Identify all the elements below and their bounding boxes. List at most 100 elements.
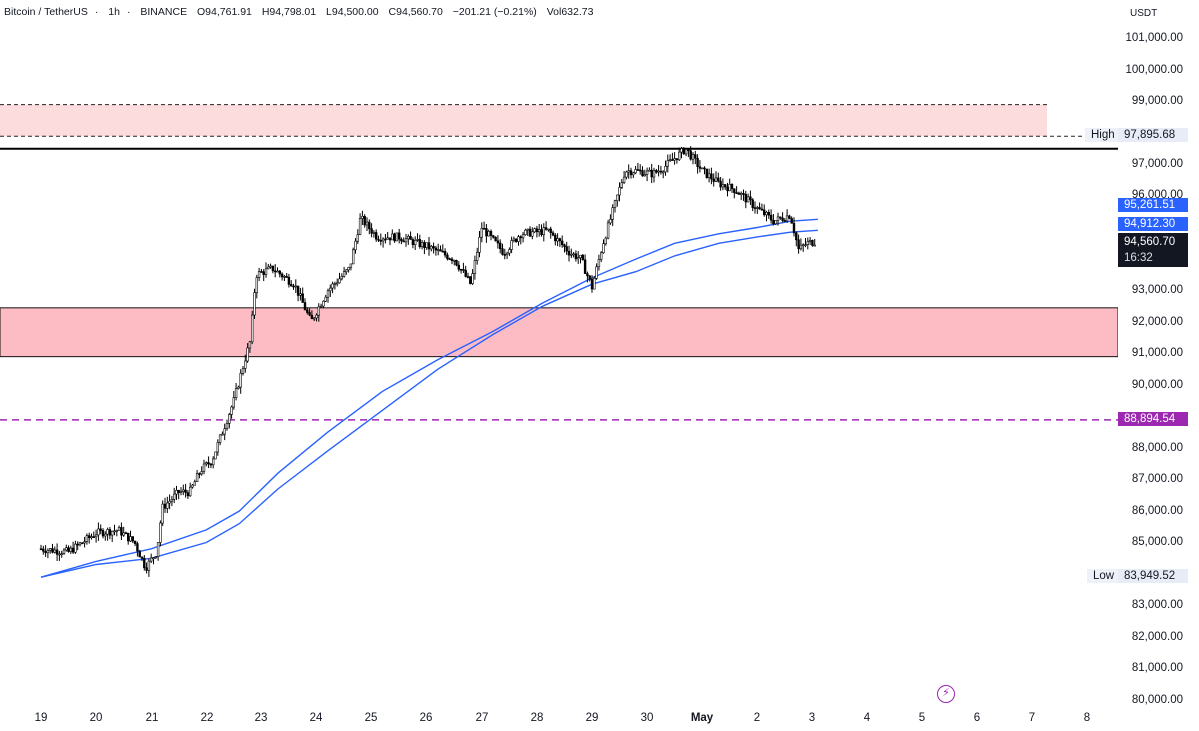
time-tick: 7	[1028, 712, 1036, 724]
candle-down	[310, 314, 314, 320]
candle-down	[749, 196, 752, 201]
candle-up	[322, 300, 325, 307]
candle-up	[239, 372, 242, 388]
candle-down	[769, 214, 773, 221]
candle-up	[356, 234, 359, 242]
time-tick: 25	[364, 712, 378, 724]
price-axis[interactable]: USDT 101,000.00 100,000.00 99,000.00 97,…	[1118, 0, 1199, 708]
time-tick: 3	[808, 712, 816, 724]
candle-up	[808, 240, 812, 242]
candle-up	[602, 243, 605, 253]
legend-interval[interactable]: 1h	[108, 6, 120, 18]
candle-up	[517, 236, 520, 242]
candle-down	[296, 285, 300, 296]
candle-down	[71, 547, 75, 553]
candle-down	[758, 207, 761, 210]
candle-up	[801, 244, 805, 247]
ma-fast-line	[40, 218, 818, 578]
candle-down	[717, 177, 720, 182]
candle-up	[218, 434, 222, 443]
candle-down	[133, 540, 137, 544]
price-chart[interactable]	[0, 0, 1119, 708]
candle-up	[673, 158, 676, 161]
candle-down	[101, 530, 105, 537]
candle-down	[287, 276, 291, 285]
candle-up	[212, 458, 215, 466]
candle-up	[113, 530, 116, 533]
candle-down	[586, 273, 589, 277]
candle-up	[189, 486, 192, 497]
candle-down	[411, 239, 415, 245]
candle-up	[191, 484, 194, 488]
candle-up	[312, 317, 316, 320]
candle-up	[251, 314, 254, 343]
candle-up	[804, 244, 807, 246]
legend-symbol[interactable]: Bitcoin / TetherUS	[4, 6, 88, 18]
candle-down	[88, 535, 91, 539]
candle-down	[363, 216, 366, 226]
candle-down	[588, 275, 591, 280]
candle-down	[292, 285, 295, 288]
candle-down	[772, 219, 775, 225]
candle-down	[207, 462, 210, 465]
candle-down	[457, 264, 460, 270]
candle-down	[554, 234, 557, 242]
candle-up	[542, 227, 546, 236]
candle-down	[519, 236, 523, 239]
candle-up	[645, 170, 649, 175]
candle-up	[193, 481, 196, 486]
candle-down	[446, 254, 449, 260]
candle-down	[397, 232, 401, 240]
candle-down	[694, 154, 697, 159]
candle-down	[448, 258, 451, 261]
candle-down	[629, 170, 633, 176]
candle-up	[756, 207, 759, 209]
candle-up	[604, 237, 608, 245]
candle-down	[698, 166, 702, 169]
candle-down	[719, 180, 722, 188]
candle-up	[354, 240, 357, 251]
candle-down	[636, 169, 640, 171]
candle-down	[696, 158, 699, 168]
candle-up	[425, 242, 428, 248]
candle-down	[434, 247, 438, 251]
candle-down	[374, 232, 378, 240]
time-axis[interactable]: 19 20 21 22 23 24 25 26 27 28 29 30 May …	[0, 708, 1118, 731]
candle-up	[512, 238, 516, 241]
candle-down	[368, 221, 371, 230]
candle-down	[494, 236, 497, 242]
candle-down	[462, 269, 465, 271]
candle-up	[643, 174, 647, 177]
candle-up	[324, 296, 327, 302]
candle-up	[319, 305, 323, 308]
candle-down	[186, 492, 190, 497]
candle-up	[668, 159, 672, 161]
candle-down	[409, 236, 412, 240]
candle-up	[404, 238, 408, 243]
candle-up	[156, 542, 160, 557]
candle-down	[285, 276, 288, 278]
time-tick: 30	[640, 712, 654, 724]
candle-up	[593, 277, 596, 290]
candle-up	[78, 542, 82, 546]
candle-down	[209, 463, 213, 466]
candle-up	[700, 167, 704, 170]
candle-up	[480, 228, 483, 238]
chart-area[interactable]: Bitcoin / TetherUS · 1h · BINANCE O94,761.…	[0, 0, 1121, 708]
candle-down	[81, 542, 84, 545]
low-label: Low	[1087, 569, 1121, 583]
high-price-tag: 97,895.68	[1118, 128, 1188, 142]
candle-up	[632, 172, 635, 176]
candle-down	[469, 276, 472, 284]
candle-down	[184, 489, 187, 493]
candle-up	[572, 253, 575, 256]
candle-up	[407, 236, 410, 240]
candle-up	[358, 218, 362, 235]
candle-up	[223, 428, 226, 435]
lightning-icon[interactable]: ⚡	[937, 685, 955, 703]
price-tick: 83,000.00	[1131, 599, 1183, 611]
candle-down	[308, 312, 311, 316]
candle-up	[267, 266, 270, 270]
candle-up	[606, 222, 610, 239]
candle-down	[514, 238, 518, 242]
